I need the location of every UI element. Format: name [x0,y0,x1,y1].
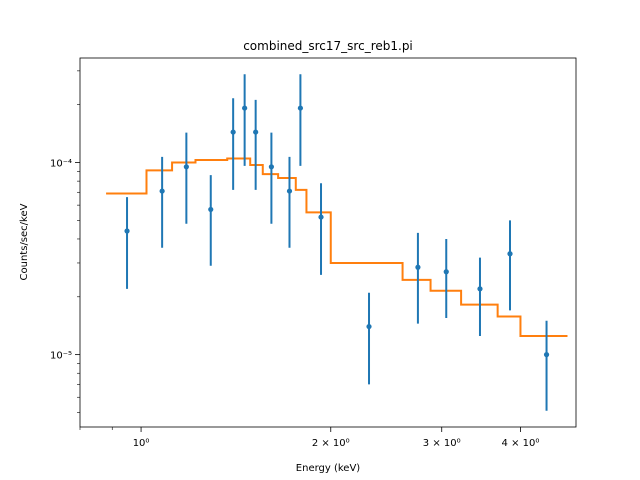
data-point [253,129,259,135]
chart-title: combined_src17_src_reb1.pi [243,39,413,53]
data-point [268,164,275,170]
data-point [443,269,449,275]
data-point [230,129,236,135]
data-point [242,105,248,111]
data-point [183,164,189,170]
plot-area [106,74,568,411]
data-point [507,251,513,257]
x-tick-label: 3 × 10⁰ [423,438,461,449]
data-point [297,105,304,111]
data-point [366,323,372,330]
data-point [159,188,165,194]
data-point [477,286,483,292]
y-axis: 10⁻⁵ 10⁻⁴ [50,70,80,413]
x-axis: 10⁰ 2 × 10⁰ 3 × 10⁰ 4 × 10⁰ [79,427,540,449]
data-point [208,206,214,213]
y-axis-title: Counts/sec/keV [19,203,30,280]
data-point [124,228,130,234]
data-point [318,214,324,220]
data-point [415,264,421,270]
data-point [286,188,293,194]
y-tick-label: 10⁻⁴ [50,159,72,170]
x-tick-label: 10⁰ [133,438,150,449]
x-tick-label: 2 × 10⁰ [312,438,350,449]
data-point [543,352,550,358]
axes-frame [79,57,577,428]
x-axis-title: Energy (keV) [296,463,361,474]
y-tick-label: 10⁻⁵ [50,351,72,362]
model-step-line [106,157,568,338]
x-tick-label: 4 × 10⁰ [502,438,540,449]
